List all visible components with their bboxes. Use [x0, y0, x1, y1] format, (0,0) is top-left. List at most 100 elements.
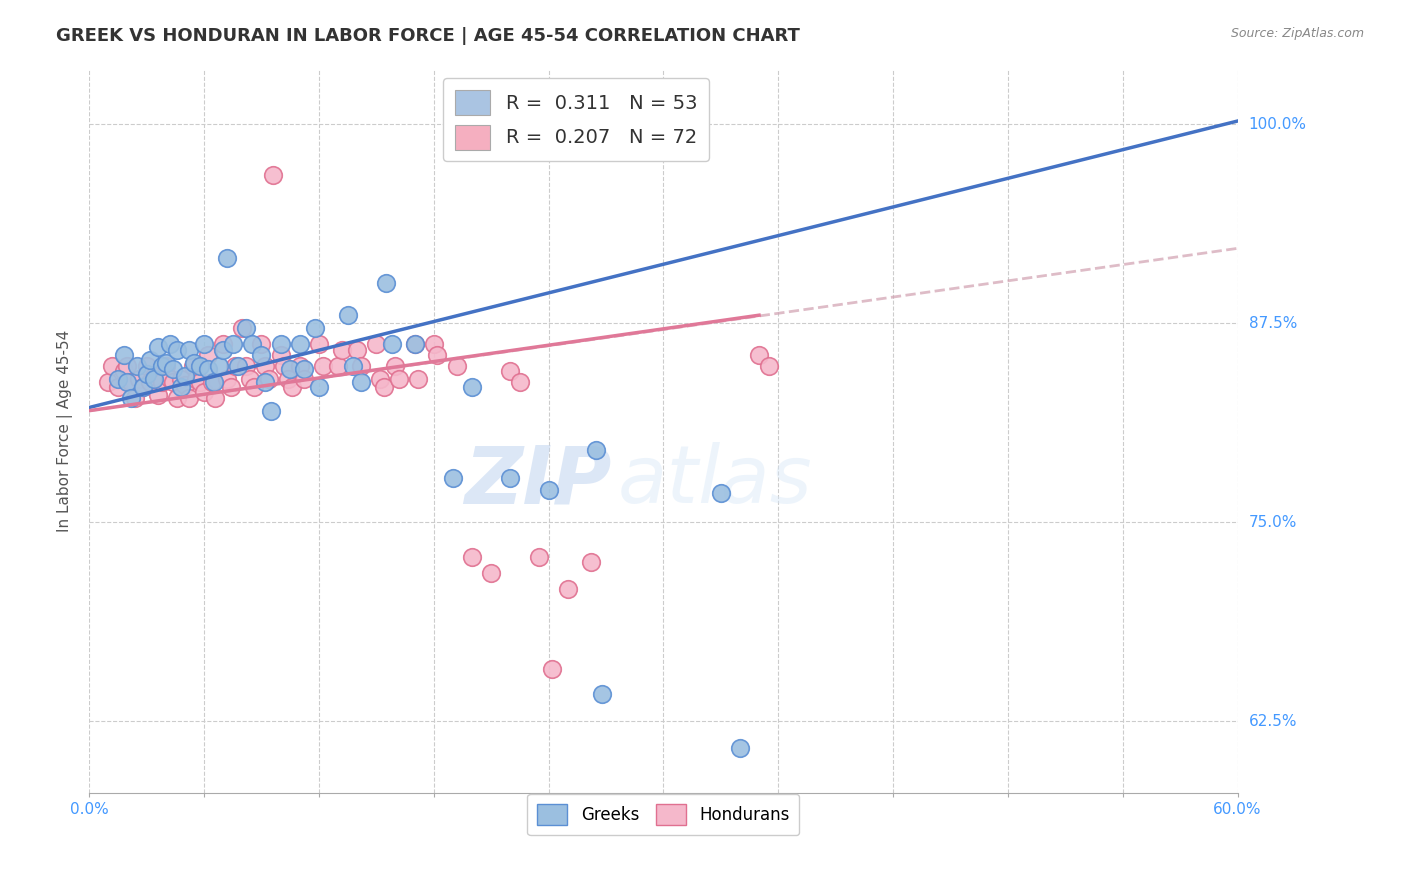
- Point: [177, 391, 200, 405]
- Point: [350, 359, 373, 373]
- Point: [537, 483, 560, 498]
- Point: [404, 336, 426, 351]
- Point: [166, 343, 188, 358]
- Point: [201, 375, 224, 389]
- Point: [193, 384, 215, 399]
- Point: [135, 359, 157, 373]
- Point: [278, 362, 301, 376]
- Point: [270, 336, 292, 351]
- Point: [155, 359, 177, 373]
- Point: [326, 359, 349, 373]
- Text: Source: ZipAtlas.com: Source: ZipAtlas.com: [1230, 27, 1364, 40]
- Point: [224, 359, 246, 373]
- Point: [101, 359, 124, 373]
- Text: 87.5%: 87.5%: [1249, 316, 1296, 331]
- Point: [170, 372, 193, 386]
- Point: [143, 372, 166, 386]
- Point: [139, 375, 162, 389]
- Point: [107, 380, 129, 394]
- Point: [117, 359, 139, 373]
- Point: [139, 352, 162, 367]
- Point: [250, 348, 273, 362]
- Point: [257, 372, 280, 386]
- Point: [150, 375, 173, 389]
- Point: [277, 372, 299, 386]
- Point: [162, 362, 184, 376]
- Point: [228, 359, 250, 373]
- Point: [728, 741, 751, 756]
- Point: [308, 336, 330, 351]
- Point: [579, 555, 602, 569]
- Y-axis label: In Labor Force | Age 45-54: In Labor Force | Age 45-54: [58, 329, 73, 532]
- Point: [97, 375, 120, 389]
- Point: [222, 336, 245, 351]
- Point: [242, 380, 264, 394]
- Point: [499, 364, 522, 378]
- Point: [208, 359, 231, 373]
- Point: [270, 348, 292, 362]
- Point: [240, 336, 263, 351]
- Point: [311, 359, 333, 373]
- Point: [202, 375, 225, 389]
- Point: [541, 661, 564, 675]
- Point: [215, 251, 238, 265]
- Point: [479, 566, 502, 580]
- Text: 75.0%: 75.0%: [1249, 515, 1296, 530]
- Point: [373, 380, 395, 394]
- Point: [388, 372, 411, 386]
- Point: [117, 375, 139, 389]
- Point: [250, 336, 273, 351]
- Point: [186, 372, 208, 386]
- Point: [288, 359, 311, 373]
- Point: [212, 336, 235, 351]
- Point: [132, 380, 155, 394]
- Point: [159, 336, 181, 351]
- Point: [197, 362, 219, 376]
- Point: [197, 348, 219, 362]
- Point: [308, 380, 330, 394]
- Point: [125, 359, 148, 373]
- Point: [107, 372, 129, 386]
- Point: [346, 343, 368, 358]
- Text: GREEK VS HONDURAN IN LABOR FORCE | AGE 45-54 CORRELATION CHART: GREEK VS HONDURAN IN LABOR FORCE | AGE 4…: [56, 27, 800, 45]
- Point: [166, 391, 188, 405]
- Point: [181, 359, 204, 373]
- Point: [304, 321, 326, 335]
- Point: [262, 168, 284, 182]
- Point: [585, 443, 607, 458]
- Point: [758, 359, 780, 373]
- Point: [212, 343, 235, 358]
- Point: [124, 391, 146, 405]
- Point: [120, 391, 142, 405]
- Point: [408, 372, 430, 386]
- Point: [235, 321, 257, 335]
- Point: [150, 359, 173, 373]
- Point: [342, 359, 364, 373]
- Text: atlas: atlas: [617, 442, 813, 520]
- Point: [128, 372, 150, 386]
- Legend: Greeks, Hondurans: Greeks, Hondurans: [527, 794, 800, 835]
- Point: [239, 372, 262, 386]
- Point: [188, 359, 211, 373]
- Point: [162, 375, 184, 389]
- Point: [193, 336, 215, 351]
- Point: [146, 388, 169, 402]
- Point: [368, 372, 391, 386]
- Point: [527, 550, 550, 565]
- Text: ZIP: ZIP: [464, 442, 612, 520]
- Point: [509, 375, 531, 389]
- Point: [188, 375, 211, 389]
- Point: [446, 359, 468, 373]
- Point: [120, 375, 142, 389]
- Point: [557, 582, 579, 596]
- Point: [204, 391, 226, 405]
- Text: 100.0%: 100.0%: [1249, 117, 1306, 132]
- Point: [330, 343, 353, 358]
- Point: [281, 380, 304, 394]
- Point: [112, 348, 135, 362]
- Point: [426, 348, 449, 362]
- Point: [219, 380, 242, 394]
- Point: [173, 368, 195, 383]
- Point: [183, 356, 205, 370]
- Point: [173, 378, 195, 392]
